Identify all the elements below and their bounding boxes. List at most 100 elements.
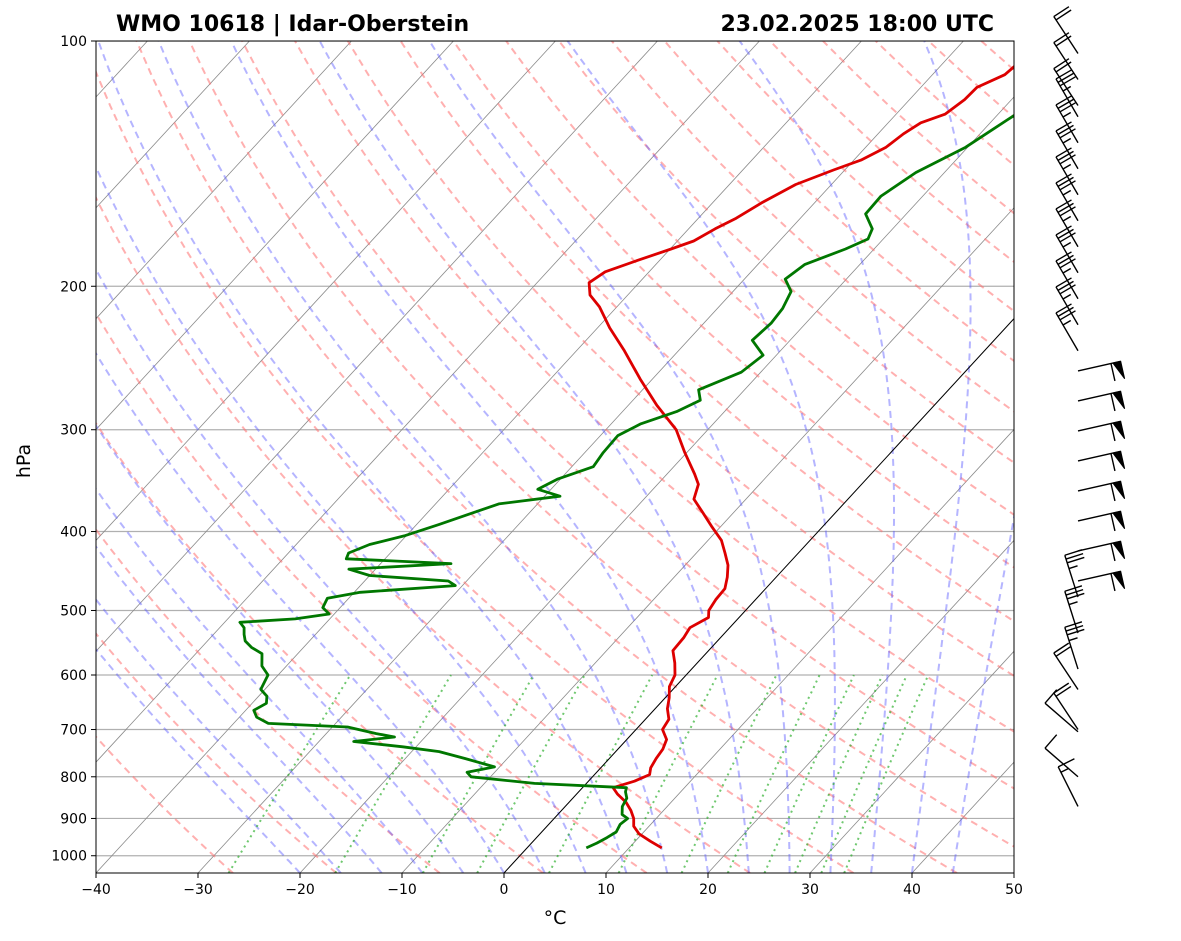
moist-adiabat	[566, 41, 836, 873]
wind-barb-feather	[1110, 393, 1116, 412]
wind-barb-staff	[1053, 652, 1079, 690]
wind-barb-feather	[1066, 592, 1085, 600]
dry-adiabat	[558, 41, 1014, 464]
x-tick-label: 10	[597, 882, 615, 898]
wind-barb-feather	[1055, 199, 1072, 210]
y-tick-label: 100	[60, 34, 87, 50]
wind-barb-staff	[1055, 130, 1079, 170]
moist-adiabat	[96, 423, 465, 873]
wind-barb-flag	[1112, 450, 1126, 470]
moist-adiabat	[96, 598, 342, 873]
wind-barb-feather	[1110, 363, 1116, 382]
mixing-ratio-line	[763, 674, 855, 873]
wind-barb-half	[1060, 767, 1070, 773]
wind-barb-feather	[1065, 552, 1084, 560]
dry-adiabat	[346, 41, 1014, 678]
wind-barb-staff	[1053, 692, 1079, 730]
moist-adiabat	[911, 41, 972, 873]
mixing-ratio-line	[617, 674, 719, 873]
isotherm-line	[911, 761, 1014, 873]
wind-barb-feather	[1065, 588, 1084, 596]
zero-isotherm	[503, 317, 1014, 873]
isotherm-line	[96, 41, 862, 873]
wind-barb-feather	[1055, 95, 1072, 106]
wind-barb-feather	[1059, 310, 1076, 321]
wind-barb-feather	[1110, 483, 1116, 502]
isotherm-line	[605, 428, 1014, 873]
wind-barb-feather	[1055, 685, 1072, 697]
x-tick-label: 20	[699, 882, 717, 898]
x-tick-label: 40	[903, 882, 921, 898]
wind-barb-half	[1068, 565, 1078, 570]
wind-barb-feather	[1059, 102, 1076, 113]
isotherm-line	[299, 96, 1014, 873]
y-tick-label: 800	[60, 770, 87, 786]
wind-barb-half	[1062, 293, 1072, 300]
wind-barb-half	[1062, 241, 1072, 248]
wind-barb-staff	[1044, 747, 1079, 778]
moist-adiabat	[738, 41, 895, 873]
wind-barb-feather	[1059, 284, 1076, 295]
mixing-ratio-line	[227, 674, 352, 873]
wind-barb-feather	[1057, 228, 1074, 239]
wind-barb-staff	[1055, 260, 1079, 300]
wind-barb-half	[1062, 215, 1072, 222]
wind-barb-feather	[1057, 758, 1075, 768]
dry-adiabat	[663, 41, 1014, 363]
wind-barb-flag	[1112, 540, 1126, 560]
wind-barb-feather	[1053, 6, 1070, 18]
moist-adiabat	[230, 41, 709, 873]
wind-barb-feather	[1055, 147, 1072, 158]
wind-barb-half	[1068, 601, 1078, 606]
wind-barb-feather	[1055, 69, 1072, 80]
plot-frame	[95, 40, 1015, 874]
plot-data	[238, 64, 1014, 850]
wind-barb-staff	[1055, 208, 1079, 248]
wind-barb-staff	[1055, 312, 1079, 352]
wind-barb-feather	[1057, 202, 1074, 213]
wind-barb-feather	[1044, 734, 1058, 749]
y-tick-label: 500	[60, 603, 87, 619]
wind-barb-feather	[1066, 556, 1085, 564]
wind-barb-flag	[1112, 390, 1126, 410]
wind-barb-feather	[1057, 306, 1074, 317]
wind-barb-feather	[1057, 98, 1074, 109]
chart-title-time: 23.02.2025 18:00 UTC	[720, 12, 994, 37]
mixing-ratio-line	[726, 674, 821, 873]
wind-barb-feather	[1064, 621, 1083, 628]
moist-adiabat	[951, 511, 1014, 873]
x-tick-label: −40	[81, 882, 111, 898]
axes: −40 −30 −20 −10 0 10 20 30 40 50 100 200 300 400 500 60…	[51, 34, 1023, 898]
y-tick-label: 900	[60, 811, 87, 827]
dry-adiabat	[188, 41, 1014, 848]
wind-barb-feather	[1055, 303, 1072, 314]
dry-adiabat	[822, 41, 1014, 215]
wind-barb-feather	[1055, 35, 1072, 47]
wind-barb-half	[1062, 163, 1072, 170]
isotherm-line	[96, 41, 454, 431]
chart-title-station: WMO 10618 | Idar-Oberstein	[116, 12, 469, 37]
y-axis-label: hPa	[13, 444, 35, 478]
y-tick-label: 600	[60, 668, 87, 684]
wind-barb-half	[1062, 267, 1072, 274]
moist-adiabat	[157, 41, 669, 873]
moist-adiabat	[96, 647, 301, 873]
wind-barb-staff	[1055, 78, 1079, 118]
moist-adiabat	[96, 544, 383, 873]
isotherm-line	[96, 41, 760, 763]
wind-barb-feather	[1066, 628, 1085, 636]
x-tick-label: −10	[387, 882, 417, 898]
wind-barb-feather	[1055, 645, 1072, 657]
wind-barb-half	[1068, 637, 1078, 642]
moist-adiabat	[318, 41, 750, 873]
y-tick-label: 1000	[51, 849, 87, 865]
dry-adiabat	[980, 41, 1014, 72]
dry-adiabat	[96, 311, 648, 873]
wind-barb-feather	[1059, 180, 1076, 191]
wind-barb-feather	[1057, 280, 1074, 291]
moist-adiabat	[428, 41, 791, 873]
isotherm-line	[96, 41, 556, 541]
wind-barb-feather	[1059, 76, 1076, 87]
dry-adiabat	[294, 41, 1014, 733]
